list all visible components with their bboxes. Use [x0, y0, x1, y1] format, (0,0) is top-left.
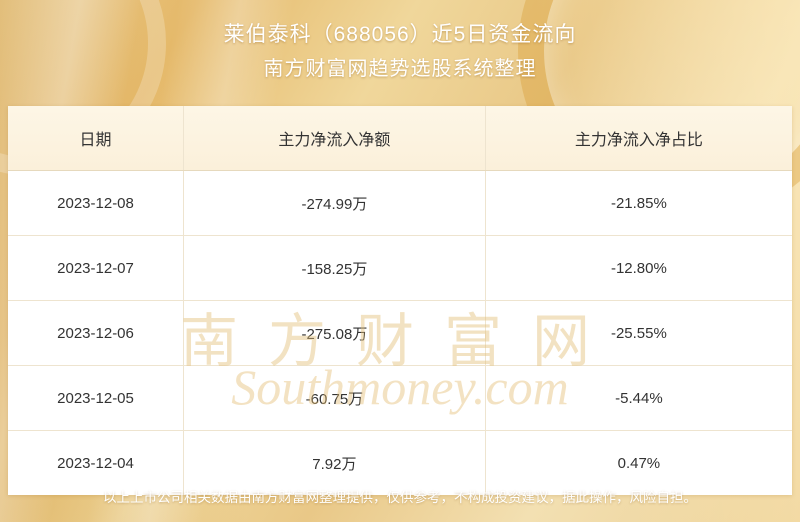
- cell-net-inflow-ratio: -12.80%: [484, 235, 792, 301]
- cell-net-inflow-ratio: -5.44%: [484, 365, 792, 431]
- fund-flow-table: 日期 主力净流入净额 主力净流入净占比 2023-12-08 -274.99万 …: [8, 106, 792, 495]
- cell-net-inflow-ratio: -25.55%: [484, 300, 792, 366]
- page-title: 莱伯泰科（688056）近5日资金流向: [223, 23, 577, 46]
- cell-net-inflow: -274.99万: [183, 170, 486, 236]
- page-header: 莱伯泰科（688056）近5日资金流向 南方财富网趋势选股系统整理: [0, 0, 800, 86]
- page-subtitle: 南方财富网趋势选股系统整理: [263, 58, 537, 80]
- column-header-net-inflow-ratio: 主力净流入净占比: [484, 106, 792, 171]
- table-row: 2023-12-07 -158.25万 -12.80%: [8, 235, 792, 301]
- cell-net-inflow-ratio: -21.85%: [484, 170, 792, 236]
- cell-date: 2023-12-08: [8, 170, 184, 236]
- cell-date: 2023-12-06: [8, 300, 184, 366]
- table-header: 日期 主力净流入净额 主力净流入净占比: [8, 106, 792, 171]
- table-row: 2023-12-06 -275.08万 -25.55%: [8, 300, 792, 366]
- disclaimer-footer: 以上上市公司相关数据由南方财富网整理提供，仅供参考，不构成投资建议，据此操作，风…: [103, 490, 697, 505]
- table-body: 2023-12-08 -274.99万 -21.85% 2023-12-07 -…: [8, 170, 792, 495]
- cell-net-inflow: -275.08万: [183, 300, 486, 366]
- cell-net-inflow: -158.25万: [183, 235, 486, 301]
- cell-net-inflow-ratio: 0.47%: [484, 430, 792, 495]
- table-row: 2023-12-04 7.92万 0.47%: [8, 430, 792, 495]
- cell-net-inflow: -60.75万: [183, 365, 486, 431]
- column-header-date: 日期: [8, 106, 184, 171]
- cell-date: 2023-12-07: [8, 235, 184, 301]
- cell-date: 2023-12-05: [8, 365, 184, 431]
- cell-net-inflow: 7.92万: [183, 430, 486, 495]
- table-header-row: 日期 主力净流入净额 主力净流入净占比: [8, 106, 792, 171]
- column-header-net-inflow: 主力净流入净额: [183, 106, 486, 171]
- table-row: 2023-12-08 -274.99万 -21.85%: [8, 170, 792, 236]
- table-row: 2023-12-05 -60.75万 -5.44%: [8, 365, 792, 431]
- fund-flow-card: 南方财富网 Southmoney.com 日期 主力净流入净额 主力净流入净占比…: [8, 106, 792, 495]
- cell-date: 2023-12-04: [57, 454, 134, 472]
